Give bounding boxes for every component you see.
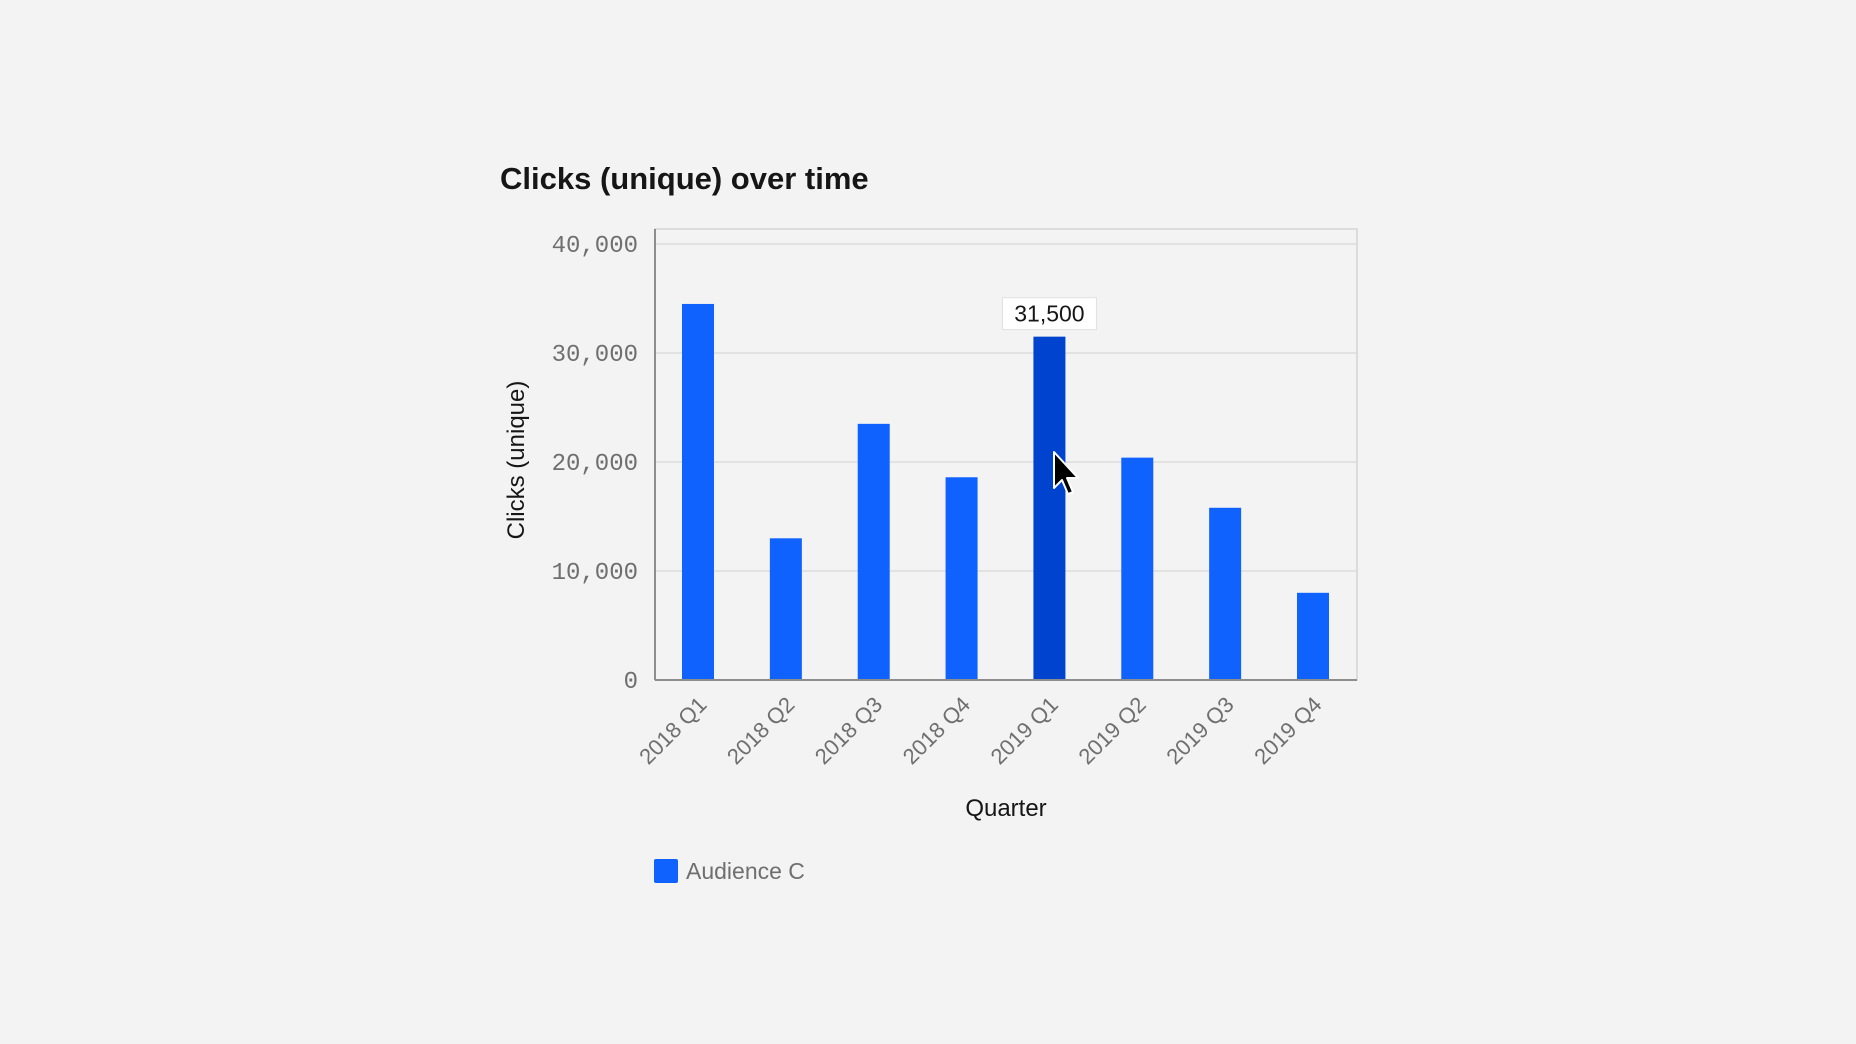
bar-2018-q1[interactable] (682, 303, 714, 680)
x-tick-labels: 2018 Q1 2018 Q2 2018 Q3 2018 Q4 2019 Q1 2019 … (634, 692, 1326, 769)
y-tick-label: 40,000 (552, 233, 638, 260)
y-tick-label: 10,000 (552, 560, 638, 587)
bar-2019-q4[interactable] (1297, 592, 1329, 680)
x-tick-label: 2019 Q2 (1073, 692, 1150, 769)
bar-2018-q3[interactable] (857, 423, 890, 680)
tooltip: 31,500 (1001, 297, 1097, 331)
y-tick-label: 30,000 (552, 342, 638, 369)
x-tick-label: 2019 Q1 (986, 692, 1063, 769)
mouse-pointer-icon (1053, 451, 1079, 495)
tooltip-value: 31,500 (1014, 301, 1084, 327)
legend-swatch[interactable] (654, 859, 678, 883)
y-tick-label: 20,000 (552, 451, 638, 478)
legend: Audience C (654, 858, 805, 884)
y-axis-label: Clicks (unique) (503, 381, 530, 540)
x-axis-label: Quarter (965, 795, 1046, 822)
y-tick-label: 0 (624, 669, 638, 696)
bar-2019-q1[interactable] (1033, 336, 1066, 680)
plot-frame (654, 228, 1358, 681)
legend-label[interactable]: Audience C (686, 858, 805, 884)
bar-2019-q2[interactable] (1121, 457, 1154, 680)
gridlines (655, 243, 1357, 572)
chart-title: Clicks (unique) over time (500, 161, 869, 196)
x-tick-label: 2018 Q3 (810, 692, 887, 769)
x-tick-label: 2018 Q4 (898, 692, 975, 769)
bar-2018-q2[interactable] (769, 538, 802, 680)
bar-2018-q4[interactable] (945, 477, 978, 680)
y-tick-labels: 0 10,000 20,000 30,000 40,000 (552, 233, 638, 696)
bar-2019-q3[interactable] (1209, 507, 1242, 680)
x-tick-label: 2019 Q3 (1161, 692, 1238, 769)
x-tick-label: 2018 Q2 (722, 692, 799, 769)
x-tick-label: 2018 Q1 (634, 692, 711, 769)
tooltip-box (1001, 297, 1097, 331)
x-tick-label: 2019 Q4 (1249, 692, 1326, 769)
bars (682, 303, 1329, 680)
